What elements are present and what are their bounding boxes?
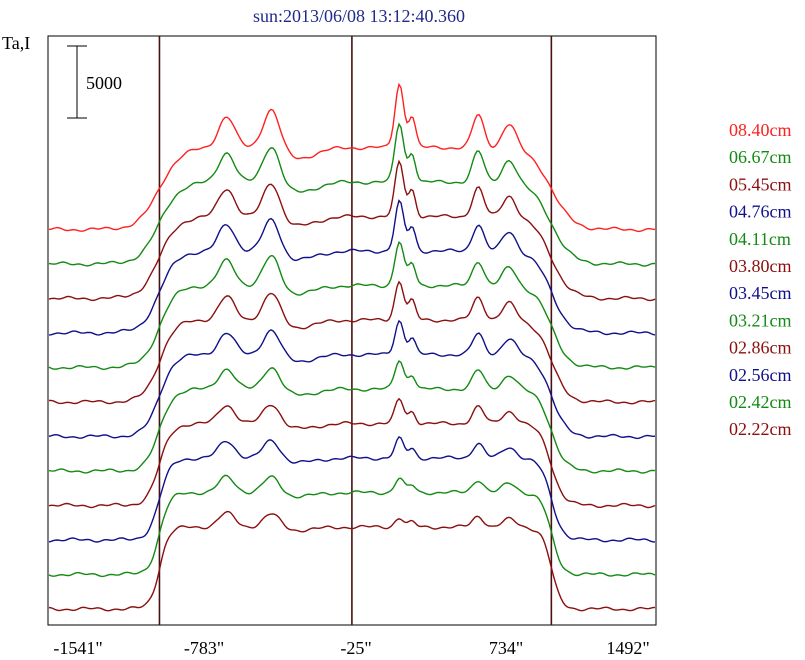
series-line <box>48 474 656 578</box>
legend-entry: 06.67cm <box>729 147 792 167</box>
legend-entry: 08.40cm <box>729 120 792 140</box>
series-line <box>48 280 656 405</box>
series-line <box>48 82 656 233</box>
legend-entry: 03.45cm <box>729 283 792 303</box>
x-tick-label: -25" <box>340 638 371 658</box>
scale-bar-label: 5000 <box>86 73 122 93</box>
limb-lines <box>158 36 553 625</box>
series-line <box>48 241 656 371</box>
chart-title: sun:2013/06/08 13:12:40.360 <box>253 6 465 26</box>
series-line <box>48 199 656 336</box>
x-tick-labels: -1541" -783" -25" 734" 1492" <box>53 638 649 658</box>
legend-entry: 02.22cm <box>729 419 792 439</box>
legend: 08.40cm 06.67cm 05.45cm 04.76cm 04.11cm 03.80… <box>729 120 792 439</box>
scale-bar: 5000 <box>67 45 122 119</box>
series-line <box>48 397 656 509</box>
legend-entry: 02.86cm <box>729 338 792 358</box>
legend-entry: 04.11cm <box>729 229 791 249</box>
legend-entry: 05.45cm <box>729 174 792 194</box>
series-line <box>48 159 656 302</box>
legend-entry: 04.76cm <box>729 202 792 222</box>
x-tick-label: -1541" <box>53 638 102 658</box>
x-tick-label: -783" <box>184 638 224 658</box>
x-tick-label: 1492" <box>606 638 649 658</box>
series-line <box>48 122 655 267</box>
series-line <box>48 359 656 474</box>
series-line <box>48 510 656 612</box>
y-axis-label: Ta,I <box>2 33 30 53</box>
legend-entry: 02.56cm <box>729 365 792 385</box>
x-tick-label: 734" <box>489 638 523 658</box>
legend-entry: 03.21cm <box>729 310 792 330</box>
legend-entry: 03.80cm <box>729 256 792 276</box>
legend-entry: 02.42cm <box>729 392 792 412</box>
series-line <box>48 319 656 440</box>
series-line <box>48 435 655 543</box>
series-lines <box>48 82 656 612</box>
